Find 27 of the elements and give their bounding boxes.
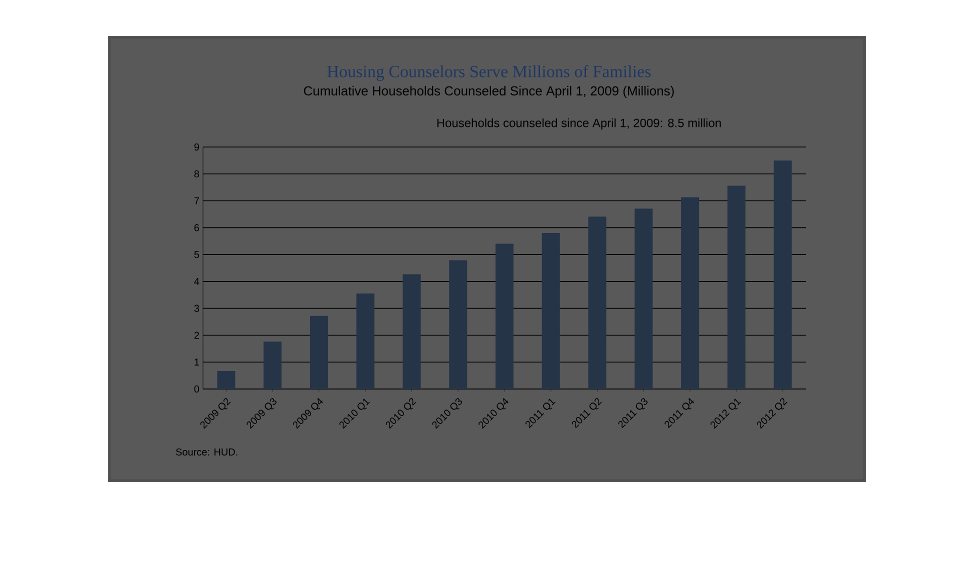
bar xyxy=(217,370,236,389)
bar xyxy=(774,160,792,389)
bar xyxy=(449,260,468,389)
bar xyxy=(634,208,653,389)
chart-title: Housing Counselors Serve Millions of Families xyxy=(327,65,651,81)
y-tick-label: 4 xyxy=(194,278,200,285)
y-tick-label: 3 xyxy=(194,304,200,312)
bar xyxy=(356,294,374,389)
bar xyxy=(496,244,514,389)
y-tick-label: 7 xyxy=(194,197,199,204)
bar xyxy=(727,186,746,389)
source-note: Source: HUD. xyxy=(176,448,238,456)
y-tick-label: 0 xyxy=(194,385,200,393)
bar xyxy=(264,342,282,389)
text: Households counseled since April 1, 2009: 8.5 million xyxy=(437,118,721,130)
y-tick-label: 2 xyxy=(194,332,199,339)
bar xyxy=(542,233,560,389)
bar xyxy=(402,274,421,389)
y-tick-label: 6 xyxy=(194,224,200,232)
bar xyxy=(681,197,700,389)
y-tick-label: 1 xyxy=(194,358,199,366)
y-tick-label: 5 xyxy=(194,251,200,258)
bar xyxy=(588,216,606,389)
bar xyxy=(310,316,328,389)
y-tick-label: 8 xyxy=(194,170,200,178)
chart-subtitle: Cumulative Households Counseled Since April 1, 2009 (Millions) xyxy=(304,86,674,98)
y-tick-label: 9 xyxy=(194,143,200,151)
